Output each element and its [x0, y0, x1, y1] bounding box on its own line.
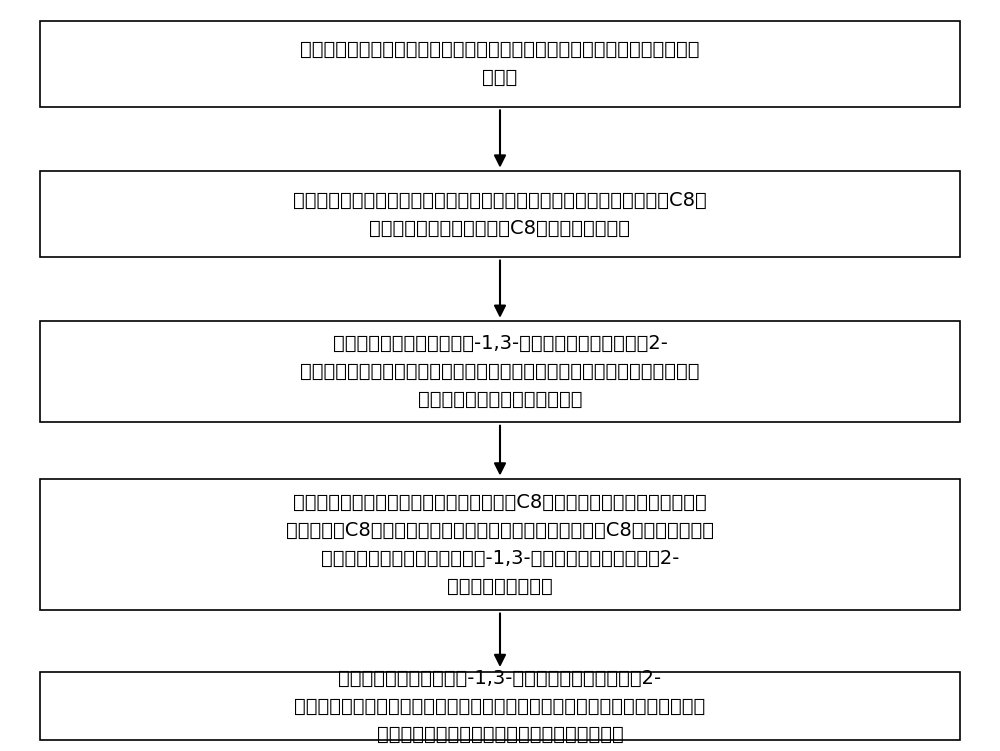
Text: 利用待测天然气样品中顺-1,3-二甲基环己烷、正辛烷及2-
甲基庚烷的相对含量根据所述油型气、煤成气判识三角图版及油型气、煤成气判
识指标判识研究区待测天然气样: 利用待测天然气样品中顺-1,3-二甲基环己烷、正辛烷及2- 甲基庚烷的相对含量根… [294, 668, 706, 743]
Text: 利用气相色谱对研究区待测天然气样品进行C8轻烃组分分析，获取得到待测天
然气样品中C8轻烃组分含量数据；并根据待测天然气样品中C8轻烃组分含量数
据获取得到待测: 利用气相色谱对研究区待测天然气样品进行C8轻烃组分分析，获取得到待测天 然气样品… [286, 493, 714, 596]
Text: 以油型气及煤成气样品中顺-1,3-二甲基环己烷、正辛烷及2-
甲基庚烷的相对含量建立油型气、煤成气判识三角图版并根据所述三角图版获
取得到油型气、煤成气判识指标: 以油型气及煤成气样品中顺-1,3-二甲基环己烷、正辛烷及2- 甲基庚烷的相对含量… [300, 334, 700, 409]
FancyBboxPatch shape [40, 171, 960, 257]
FancyBboxPatch shape [40, 20, 960, 107]
FancyBboxPatch shape [40, 479, 960, 610]
FancyBboxPatch shape [40, 321, 960, 422]
Text: 利用气相色谱对典型海相层系油型气、陆相煤系地层煤成气样品分别进行C8轻
烃组分析，获取得到样品中C8轻烃组分含量数据: 利用气相色谱对典型海相层系油型气、陆相煤系地层煤成气样品分别进行C8轻 烃组分析… [293, 191, 707, 237]
FancyBboxPatch shape [40, 672, 960, 740]
Text: 典型海相层系油型气、陆相煤系地层煤成气样品及研究区待测天然气样品的采
样操作: 典型海相层系油型气、陆相煤系地层煤成气样品及研究区待测天然气样品的采 样操作 [300, 41, 700, 87]
